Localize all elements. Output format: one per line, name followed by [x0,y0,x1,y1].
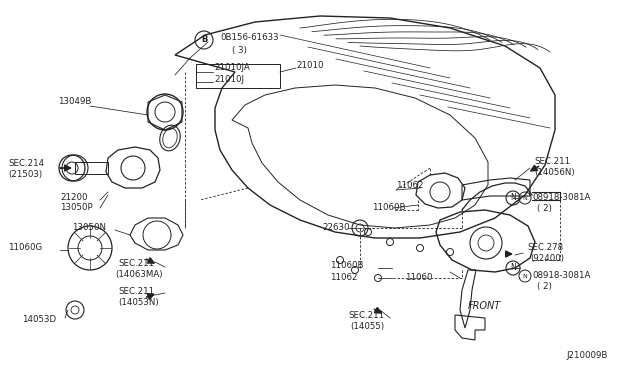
Text: 14053D: 14053D [22,315,56,324]
Text: 21010JA: 21010JA [214,64,250,73]
Text: 08918-3081A: 08918-3081A [532,193,590,202]
Text: SEC.211: SEC.211 [348,311,384,321]
Text: 13050P: 13050P [60,203,93,212]
Text: 13049B: 13049B [58,97,92,106]
Text: FRONT: FRONT [468,301,501,311]
Text: (14053N): (14053N) [118,298,159,307]
Text: 21010: 21010 [296,61,323,70]
Text: (14055): (14055) [350,323,384,331]
Text: 11062: 11062 [330,273,358,282]
Text: SEC.211: SEC.211 [534,157,570,166]
Text: N: N [510,193,516,202]
Text: J210009B: J210009B [566,350,607,359]
Text: 11062: 11062 [396,180,424,189]
Text: ( 2): ( 2) [537,282,552,292]
Text: B: B [201,35,207,45]
Text: ( 2): ( 2) [537,205,552,214]
Text: 11060B: 11060B [330,260,364,269]
Text: (92400): (92400) [530,254,564,263]
Text: 13050N: 13050N [72,224,106,232]
Text: 11060G: 11060G [8,244,42,253]
Text: (14063MA): (14063MA) [115,270,163,279]
Bar [196,64,280,88]
Text: SEC.211: SEC.211 [118,286,154,295]
Text: 0B156-61633: 0B156-61633 [220,33,278,42]
Text: 21200: 21200 [60,192,88,202]
Text: (14056N): (14056N) [534,167,575,176]
Text: N: N [523,196,527,201]
Text: 08918-3081A: 08918-3081A [532,272,590,280]
Text: SEC.214: SEC.214 [8,158,44,167]
Text: 22630: 22630 [322,222,349,231]
Text: SEC.211: SEC.211 [118,260,154,269]
Text: ( 3): ( 3) [232,45,247,55]
Text: (21503): (21503) [8,170,42,179]
Text: N: N [523,273,527,279]
Text: 11060: 11060 [405,273,433,282]
Text: 21010J: 21010J [214,76,244,84]
Text: N: N [510,263,516,273]
Text: 11060B: 11060B [372,202,406,212]
Text: SEC.278: SEC.278 [527,244,563,253]
